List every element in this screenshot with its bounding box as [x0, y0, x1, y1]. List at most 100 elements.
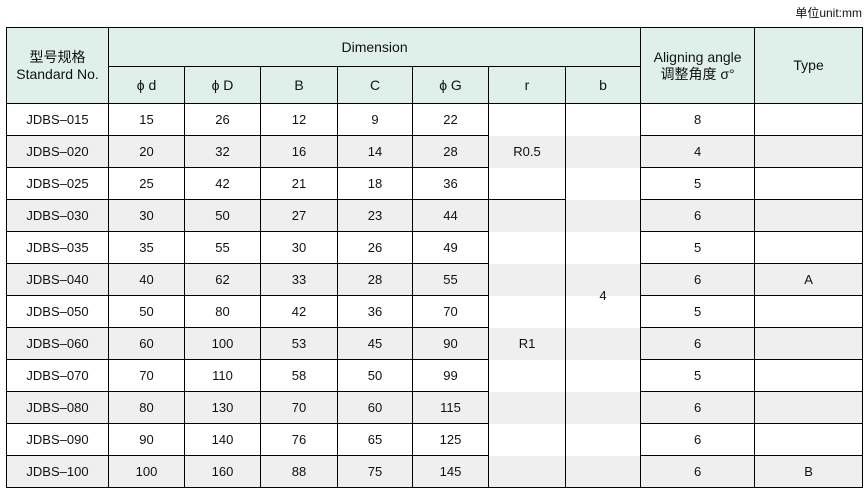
cell-G: 49: [412, 231, 489, 264]
cell-C: 23: [337, 199, 413, 232]
cell-angle: 4: [640, 135, 756, 168]
cell-no: JDBS–050: [6, 295, 109, 328]
cell-D: 140: [184, 423, 261, 456]
cell-D: 26: [184, 103, 261, 136]
cell-D: 160: [184, 455, 261, 488]
cell-no: JDBS–070: [6, 359, 109, 392]
table-row: JDBS–050 50 80 42 36 70 5: [6, 295, 864, 328]
cell-G: 145: [412, 455, 489, 488]
table-row: JDBS–070 70 110 58 50 99 5: [6, 359, 864, 392]
table-row: JDBS–100 100 160 88 75 145 6 B: [6, 455, 864, 488]
cell-r: [488, 391, 566, 424]
cell-G: 36: [412, 167, 489, 200]
cell-C: 28: [337, 263, 413, 296]
cell-G: 99: [412, 359, 489, 392]
header-standard-en: Standard No.: [16, 65, 99, 82]
cell-no: JDBS–025: [6, 167, 109, 200]
cell-b: [564, 423, 642, 456]
cell-C: 14: [337, 135, 413, 168]
cell-G: 125: [412, 423, 489, 456]
cell-b: [564, 455, 642, 488]
cell-type: B: [754, 455, 864, 488]
cell-D: 62: [184, 263, 261, 296]
table-row: JDBS–030 30 50 27 23 44 6: [6, 199, 864, 232]
cell-C: 45: [337, 327, 413, 360]
header-col-r: r: [488, 66, 566, 104]
cell-B: 12: [260, 103, 338, 136]
cell-r: [488, 199, 566, 232]
table-row: JDBS–035 35 55 30 26 49 5: [6, 231, 864, 264]
cell-d: 100: [108, 455, 185, 488]
cell-D: 100: [184, 327, 261, 360]
cell-D: 80: [184, 295, 261, 328]
cell-b: 4: [564, 263, 642, 303]
cell-d: 15: [108, 103, 185, 136]
cell-b: [564, 135, 642, 168]
cell-C: 18: [337, 167, 413, 200]
table-row: JDBS–060 60 100 53 45 90 R1 6: [6, 327, 864, 360]
cell-G: 22: [412, 103, 489, 136]
cell-b: [564, 103, 642, 136]
cell-B: 42: [260, 295, 338, 328]
cell-D: 55: [184, 231, 261, 264]
cell-d: 70: [108, 359, 185, 392]
header-col-C: C: [337, 66, 413, 104]
cell-d: 25: [108, 167, 185, 200]
cell-type: [754, 231, 864, 264]
cell-B: 21: [260, 167, 338, 200]
cell-G: 28: [412, 135, 489, 168]
cell-type: [754, 103, 864, 136]
header-col-B: B: [260, 66, 338, 104]
cell-no: JDBS–040: [6, 263, 109, 296]
cell-b: [564, 167, 642, 200]
cell-no: JDBS–100: [6, 455, 109, 488]
cell-D: 50: [184, 199, 261, 232]
cell-B: 76: [260, 423, 338, 456]
cell-C: 50: [337, 359, 413, 392]
cell-B: 70: [260, 391, 338, 424]
cell-angle: 5: [640, 231, 756, 264]
cell-type: [754, 391, 864, 424]
cell-b: [564, 391, 642, 424]
cell-no: JDBS–035: [6, 231, 109, 264]
cell-C: 65: [337, 423, 413, 456]
table-row: JDBS–080 80 130 70 60 115 6: [6, 391, 864, 424]
cell-C: 75: [337, 455, 413, 488]
cell-no: JDBS–060: [6, 327, 109, 360]
cell-C: 36: [337, 295, 413, 328]
cell-B: 27: [260, 199, 338, 232]
cell-angle: 6: [640, 263, 756, 296]
header-angle-cn: 调整角度 σ°: [660, 65, 735, 82]
cell-B: 30: [260, 231, 338, 264]
cell-r: [488, 231, 566, 264]
cell-G: 55: [412, 263, 489, 296]
cell-r: [488, 359, 566, 392]
table-row: JDBS–040 40 62 33 28 55 4 6 A: [6, 263, 864, 303]
cell-no: JDBS–015: [6, 103, 109, 136]
cell-C: 60: [337, 391, 413, 424]
cell-D: 130: [184, 391, 261, 424]
cell-no: JDBS–030: [6, 199, 109, 232]
cell-r: R1: [488, 327, 566, 360]
cell-d: 50: [108, 295, 185, 328]
cell-angle: 5: [640, 167, 756, 200]
cell-angle: 6: [640, 455, 756, 488]
cell-B: 88: [260, 455, 338, 488]
cell-r: [488, 103, 566, 136]
cell-r: [488, 295, 566, 328]
cell-G: 115: [412, 391, 489, 424]
header-col-phi-D: ϕ D: [184, 66, 261, 104]
table-row: JDBS–015 15 26 12 9 22 8: [6, 103, 864, 136]
cell-angle: 6: [640, 327, 756, 360]
header-col-phi-d: ϕ d: [108, 66, 185, 104]
cell-angle: 5: [640, 359, 756, 392]
cell-D: 42: [184, 167, 261, 200]
cell-D: 110: [184, 359, 261, 392]
cell-r: [488, 423, 566, 456]
cell-d: 30: [108, 199, 185, 232]
table-row: JDBS–090 90 140 76 65 125 6: [6, 423, 864, 456]
header-col-phi-G: ϕ G: [412, 66, 489, 104]
cell-G: 90: [412, 327, 489, 360]
header-col-b: b: [564, 66, 642, 104]
cell-G: 44: [412, 199, 489, 232]
